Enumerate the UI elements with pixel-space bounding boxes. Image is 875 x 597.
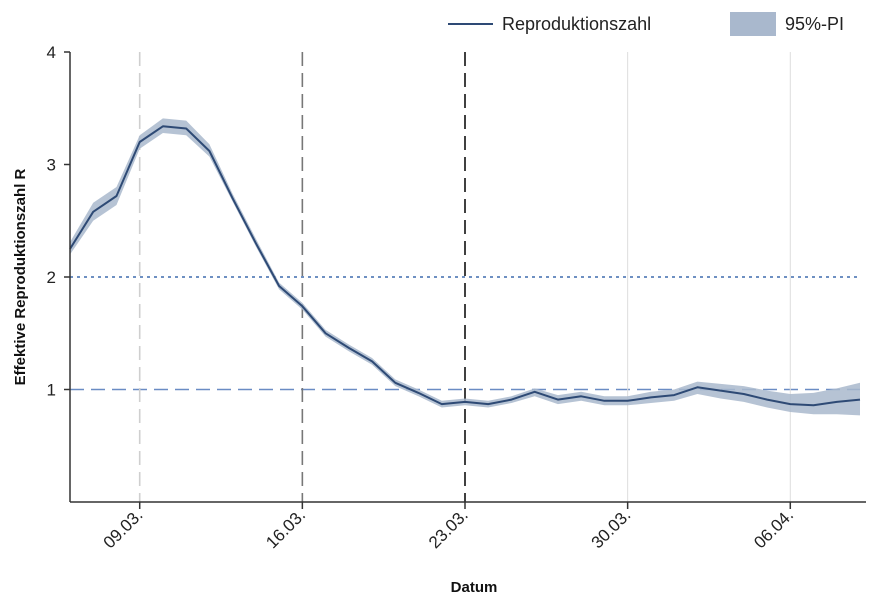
y-axis-title: Effektive Reproduktionszahl R [12,168,29,385]
legend-band-swatch [730,12,776,36]
x-tick-label: 16.03. [262,505,309,552]
series-line-layer [69,125,861,407]
series-line-reproduktionszahl [69,125,861,407]
y-tick-label: 2 [47,268,56,287]
legend-line-label: Reproduktionszahl [502,14,651,34]
y-ticks: 1 2 3 4 [47,43,70,400]
y-tick-label: 4 [47,43,56,62]
x-tick-label: 23.03. [425,505,472,552]
x-ticks: 09.03. 16.03. 23.03. 30.03. 06.04. [100,502,797,552]
x-axis-title: Datum [451,579,498,596]
legend: Reproduktionszahl 95%-PI [448,12,844,36]
x-tick-label: 06.04. [750,505,797,552]
reference-lines [70,52,860,502]
y-tick-label: 3 [47,156,56,175]
legend-band-label: 95%-PI [785,14,844,34]
x-tick-label: 30.03. [588,505,635,552]
x-tick-label: 09.03. [100,505,147,552]
y-tick-label: 1 [47,381,56,400]
